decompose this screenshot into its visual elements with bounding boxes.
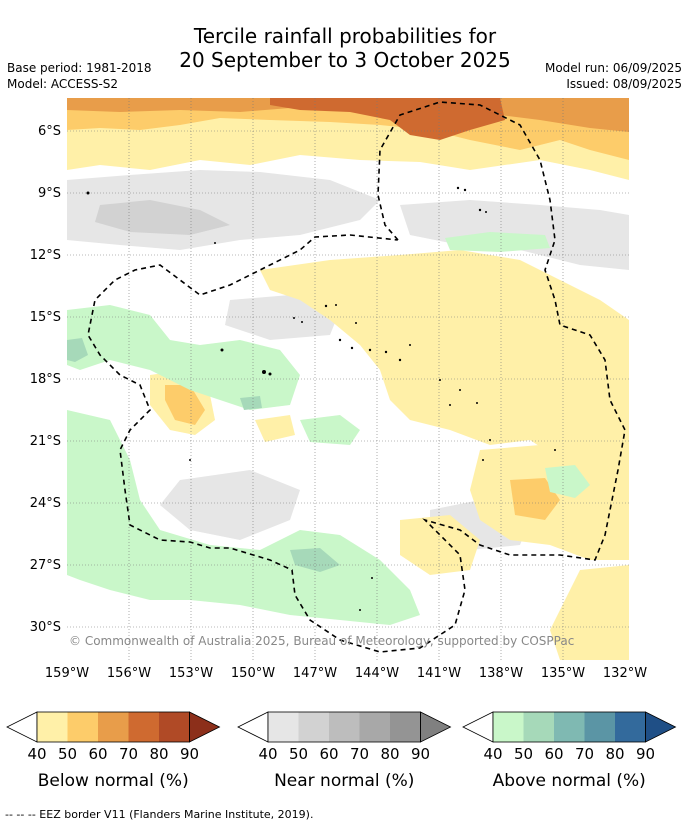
lon-label: 132°W — [602, 666, 648, 681]
colorbar-tick: 90 — [179, 745, 200, 763]
above-region-north — [445, 232, 550, 252]
lat-label: 12°S — [29, 248, 61, 263]
lon-label: 150°W — [230, 666, 276, 681]
above-region-east — [545, 465, 590, 498]
eez-border — [87, 101, 626, 653]
colorbar-tick: 70 — [349, 745, 370, 763]
lat-label: 24°S — [29, 496, 61, 511]
gridlines — [67, 98, 629, 660]
colorbar-segment — [329, 712, 360, 742]
colorbar-tick: 90 — [410, 745, 431, 763]
above-region-west-2 — [67, 410, 420, 625]
colorbar-segment — [268, 712, 299, 742]
colorbar-tick: 60 — [88, 745, 108, 763]
below-region-west-50 — [165, 385, 205, 425]
colorbar-tick: 60 — [544, 745, 564, 763]
lat-label: 6°S — [37, 124, 61, 139]
below-region-se-corner — [550, 565, 629, 660]
colorbar-tick: 70 — [118, 745, 139, 763]
colorbar-tick: 50 — [513, 745, 534, 763]
colorbar-outline — [267, 711, 421, 743]
lat-label: 27°S — [29, 558, 61, 573]
colorbar-tick: 80 — [380, 745, 400, 763]
colorbars — [6, 711, 677, 743]
lat-label: 18°S — [29, 372, 61, 387]
colorbar-segment — [98, 712, 129, 742]
model-name: Model: ACCESS-S2 — [7, 77, 119, 91]
eez-legend: -- -- -- EEZ border V11 (Flanders Marine… — [5, 808, 314, 821]
colorbar-segment — [298, 712, 329, 742]
colorbar-extend-high — [645, 711, 677, 743]
colorbar-tick: 70 — [574, 745, 595, 763]
colorbar-extend-low — [6, 711, 38, 743]
colorbar-title: Below normal (%) — [37, 771, 189, 791]
colorbar-title: Near normal (%) — [274, 771, 415, 791]
colorbar-tick: 60 — [319, 745, 339, 763]
lat-label: 9°S — [37, 186, 61, 201]
colorbar-tick: 90 — [635, 745, 656, 763]
lon-label: 141°W — [416, 666, 462, 681]
colorbar-segment — [37, 712, 68, 742]
islands — [86, 186, 556, 611]
colorbar-tick: 50 — [57, 745, 78, 763]
metadata-right: Model run: 06/09/2025 Issued: 08/09/2025 — [545, 60, 682, 92]
lon-label: 153°W — [168, 666, 214, 681]
colorbar-segment — [359, 712, 390, 742]
colorbar-outline — [36, 711, 190, 743]
lon-label: 159°W — [44, 666, 90, 681]
near-region-north-50 — [95, 200, 230, 235]
map-title: Tercile rainfall probabilities for 20 Se… — [0, 24, 690, 72]
colorbar-tick: 80 — [149, 745, 169, 763]
colorbar-tick: 40 — [258, 745, 278, 763]
colorbar-tick: 40 — [27, 745, 47, 763]
colorbar-segment — [128, 712, 159, 742]
colorbar-extend-high — [189, 711, 221, 743]
colorbar-extend-low — [462, 711, 494, 743]
colorbar-tick: 50 — [288, 745, 309, 763]
lon-label: 156°W — [106, 666, 152, 681]
colorbar-segment — [554, 712, 585, 742]
colorbar-segment — [615, 712, 646, 742]
lon-label: 144°W — [354, 666, 400, 681]
below-region-east-50 — [510, 478, 560, 520]
model-run: Model run: 06/09/2025 — [544, 61, 682, 75]
below-region-small — [255, 415, 295, 442]
below-region-north-70 — [270, 98, 505, 140]
colorbar-title: Above normal (%) — [492, 771, 646, 791]
lat-label: 21°S — [29, 434, 61, 449]
colorbar-segment — [584, 712, 615, 742]
colorbar-segment — [493, 712, 524, 742]
below-region-central — [260, 250, 629, 475]
colorbar-segment — [390, 712, 421, 742]
near-region-south — [160, 470, 300, 540]
colorbar-extend-high — [420, 711, 452, 743]
colorbar-segment — [159, 712, 190, 742]
lon-label: 147°W — [292, 666, 338, 681]
copyright-text: © Commonwealth of Australia 2025, Bureau… — [69, 634, 575, 648]
colorbar-segment — [523, 712, 554, 742]
colorbar-tick: 80 — [605, 745, 625, 763]
colorbar-extend-low — [237, 711, 269, 743]
lon-label: 135°W — [540, 666, 586, 681]
colorbar-segment — [67, 712, 98, 742]
above-region-west — [67, 305, 300, 410]
lat-label: 30°S — [29, 620, 61, 635]
base-period: Base period: 1981-2018 — [7, 61, 152, 75]
above-region-50-small — [240, 396, 262, 410]
title-line-1: Tercile rainfall probabilities for — [193, 24, 497, 48]
issued-date: Issued: 08/09/2025 — [566, 77, 682, 91]
metadata-left: Base period: 1981-2018 Model: ACCESS-S2 — [7, 60, 152, 92]
colorbar-tick: 40 — [483, 745, 503, 763]
colorbar-outline — [492, 711, 646, 743]
title-line-2: 20 September to 3 October 2025 — [179, 48, 511, 72]
lat-label: 15°S — [29, 310, 61, 325]
lon-label: 138°W — [478, 666, 524, 681]
above-region-50-west — [67, 338, 88, 362]
